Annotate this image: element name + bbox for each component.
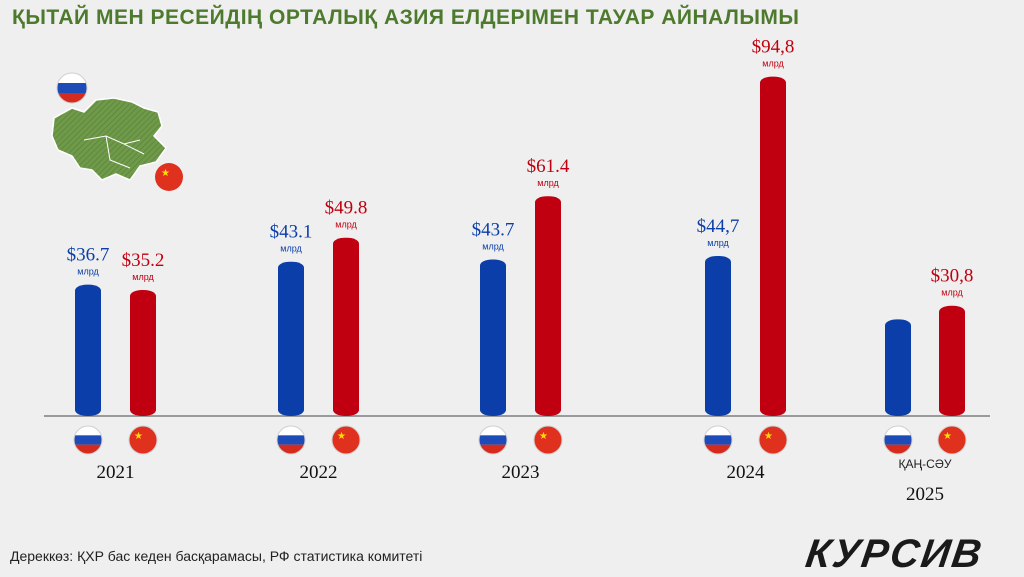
russia-flag-icon: [73, 425, 103, 455]
china-bar-2024: [760, 76, 786, 416]
russia-value-label-2021: $36.7: [67, 245, 110, 266]
russia-bar-2024: [705, 255, 731, 416]
china-value-label-2025: $30,8: [931, 266, 974, 287]
russia-flag-icon: [276, 425, 306, 455]
russia-value-label-2024: $44,7: [697, 216, 740, 237]
china-flag-icon: ★: [331, 425, 361, 455]
china-unit-label-2022: млрд: [335, 220, 357, 230]
china-value-label-2024: $94,8: [752, 37, 795, 58]
russia-bar-2021: [75, 284, 101, 416]
russia-value-label-2023: $43.7: [472, 220, 515, 241]
svg-text:★: ★: [134, 431, 143, 442]
china-flag-icon: ★: [533, 425, 563, 455]
russia-unit-label-2022: млрд: [280, 244, 302, 254]
svg-text:★: ★: [337, 431, 346, 442]
russia-bar-2023: [480, 259, 506, 416]
china-unit-label-2021: млрд: [132, 272, 154, 282]
svg-text:★: ★: [764, 431, 773, 442]
china-bar-2023: [535, 196, 561, 416]
period-note-2025: ҚАҢ-СӘУ: [899, 457, 952, 471]
russia-bar-2025: [885, 319, 911, 416]
china-flag-icon: ★: [128, 425, 158, 455]
china-value-label-2022: $49.8: [325, 198, 368, 219]
russia-bar-2022: [278, 261, 304, 416]
china-value-label-2021: $35.2: [122, 250, 165, 271]
source-note: Дереккөз: ҚХР бас кеден басқарамасы, РФ …: [10, 548, 423, 564]
kursiv-logo: КУРСИВ: [802, 532, 987, 576]
russia-unit-label-2024: млрд: [707, 238, 729, 248]
china-bar-2025: [939, 305, 965, 416]
year-label-2021: 2021: [97, 462, 135, 483]
russia-unit-label-2021: млрд: [77, 267, 99, 277]
chart-title: ҚЫТАЙ МЕН РЕСЕЙДІҢ ОРТАЛЫҚ АЗИЯ ЕЛДЕРІМЕ…: [12, 6, 800, 29]
svg-text:★: ★: [161, 168, 170, 179]
china-flag-icon: ★: [937, 425, 967, 455]
china-bar-2022: [333, 237, 359, 416]
svg-text:★: ★: [943, 431, 952, 442]
russia-unit-label-2023: млрд: [482, 242, 504, 252]
russia-flag-icon: [478, 425, 508, 455]
year-label-2022: 2022: [300, 462, 338, 483]
china-bar-2021: [130, 289, 156, 416]
russia-flag-icon: [703, 425, 733, 455]
central-asia-map-icon: ★: [44, 70, 194, 200]
russia-flag-icon: [883, 425, 913, 455]
china-unit-label-2025: млрд: [941, 288, 963, 298]
year-label-2025: 2025: [906, 484, 944, 505]
svg-text:★: ★: [539, 431, 548, 442]
china-flag-icon: ★: [758, 425, 788, 455]
china-unit-label-2024: млрд: [762, 59, 784, 69]
year-label-2024: 2024: [727, 462, 766, 483]
china-unit-label-2023: млрд: [537, 178, 559, 188]
china-value-label-2023: $61.4: [527, 156, 570, 177]
russia-value-label-2022: $43.1: [270, 222, 313, 243]
year-label-2023: 2023: [502, 462, 540, 483]
